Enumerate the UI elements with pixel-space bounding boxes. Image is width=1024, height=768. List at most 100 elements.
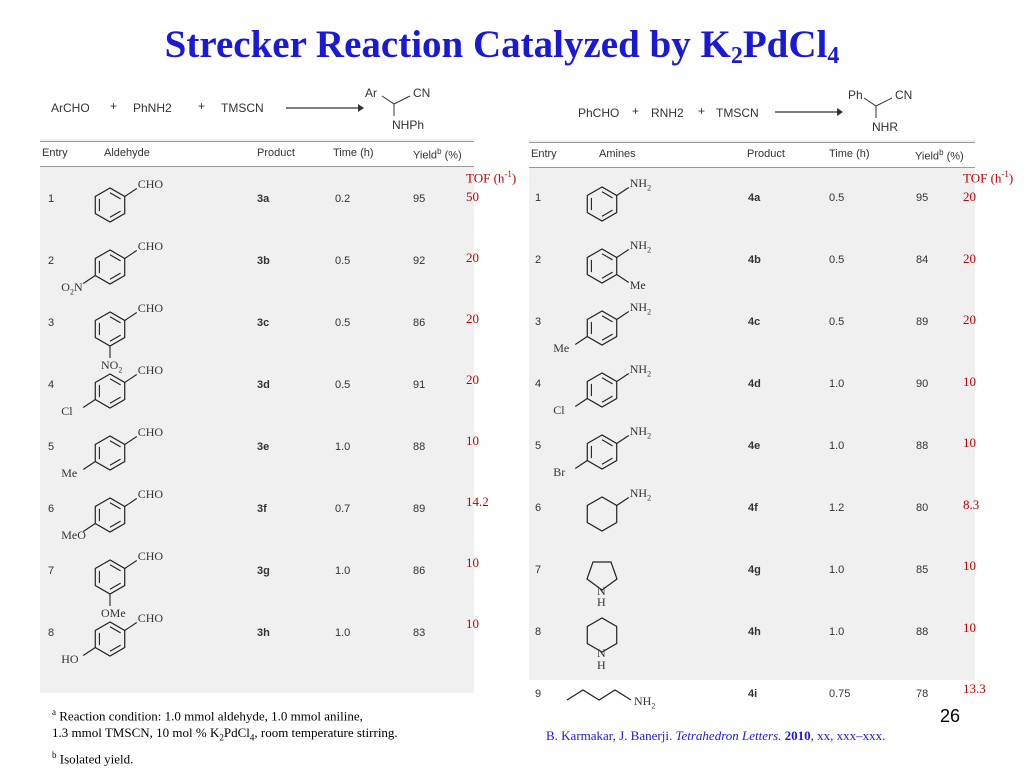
row-time: 1.2 [829, 502, 845, 514]
substituent-label: HO [61, 651, 79, 666]
double-bond [109, 254, 121, 262]
tof-header-close: ) [511, 170, 517, 186]
structure-drawing [82, 373, 138, 409]
title-sub2: 4 [827, 43, 840, 69]
structure-drawing [586, 186, 630, 222]
double-bond [109, 334, 121, 342]
structure-drawing [586, 617, 618, 653]
substituent-label: CHO [137, 300, 164, 315]
row-entry: 3 [535, 316, 542, 328]
row-product: 3a [257, 193, 270, 205]
substituent-label: CHO [137, 610, 164, 625]
structure-drawing [94, 559, 138, 606]
reactant-1: ArCHO [51, 101, 90, 115]
row-yield: 85 [916, 564, 929, 576]
bond [616, 249, 630, 258]
reactant-3: TMSCN [221, 101, 264, 115]
tof-header-sup: -1 [1001, 169, 1009, 179]
tof-value: 20 [963, 189, 976, 204]
bond [82, 523, 96, 532]
table-header: Entry Aldehyde Product Time (h) Yieldb (… [40, 141, 474, 167]
plus-sign: + [632, 104, 640, 118]
row-yield: 92 [413, 255, 426, 267]
row-time: 0.5 [335, 379, 351, 391]
row-product: 4i [748, 688, 758, 700]
right-reaction-scheme: PhCHO + RNH2 + TMSCN Ph CN NHR [0, 0, 1024, 140]
row-yield: 91 [413, 379, 426, 391]
substituent-label: Cl [61, 403, 73, 418]
double-bond [601, 439, 613, 447]
title-sub1: 2 [730, 43, 743, 69]
row-time: 0.2 [335, 193, 351, 205]
row-product: 4h [748, 626, 761, 638]
aldehyde-table: Entry Aldehyde Product Time (h) Yieldb (… [40, 139, 474, 693]
tof-value: 8.3 [963, 496, 980, 512]
ring-bond [586, 310, 618, 346]
row-product: 4g [748, 564, 761, 576]
substituent-label: CHO [137, 486, 164, 501]
reactant-2: RNH2 [651, 106, 684, 120]
substituent-label: OMe [101, 606, 126, 620]
row-entry: 6 [48, 503, 55, 515]
row-time: 1.0 [829, 378, 845, 390]
row-product: 3g [257, 565, 270, 577]
substituent-label: Me [61, 465, 78, 480]
row-entry: 9 [535, 688, 542, 700]
reaction-arrow [286, 104, 364, 112]
ring-bond [586, 561, 618, 591]
substituent-label: Me [553, 340, 570, 355]
bond [616, 497, 630, 506]
product-ar-label: Ar [365, 86, 377, 100]
tof-value: 20 [466, 372, 479, 387]
structure-drawing [586, 561, 618, 591]
bond [616, 187, 630, 196]
table-header: Entry Amines Product Time (h) Yieldb (%) [529, 142, 975, 168]
bond [616, 373, 630, 382]
row-time: 1.0 [829, 564, 845, 576]
row-product: 4f [748, 502, 758, 514]
double-bond [601, 315, 613, 323]
row-entry: 2 [48, 255, 55, 267]
row-time: 0.5 [335, 255, 351, 267]
bond [124, 374, 138, 383]
row-time: 1.0 [829, 626, 845, 638]
tof-value: 20 [963, 250, 976, 266]
structure-drawing [586, 248, 630, 284]
tof-header-right: TOF (h-1) [963, 169, 1013, 186]
product-ph-label: Ph [848, 88, 863, 102]
double-bond [109, 644, 121, 652]
footnote-a-line2-pre: 1.3 mmol TMSCN, 10 mol % K [52, 725, 220, 741]
tof-value: 20 [963, 312, 976, 327]
row-yield: 90 [916, 378, 929, 390]
row-entry: 1 [48, 193, 55, 205]
substituent-label: CHO [137, 362, 164, 377]
double-bond [109, 316, 121, 324]
double-bond [109, 192, 121, 200]
product-nh-label: NHPh [392, 118, 425, 132]
structure-drawing [574, 372, 630, 408]
header-product: Product [257, 147, 295, 159]
bond [82, 461, 96, 470]
footnote-b-text: Isolated yield. [56, 751, 134, 767]
row-product: 4e [748, 440, 761, 452]
tof-value: 20 [466, 311, 479, 326]
substituent-label: NH2 [629, 485, 652, 502]
footnote-a-line2: 1.3 mmol TMSCN, 10 mol % K2PdCl4, room t… [52, 724, 398, 747]
footnote-sub1: 2 [219, 732, 224, 743]
left-reaction-scheme: ArCHO + PhNH2 + TMSCN Ar CN NHPh [0, 0, 500, 140]
ring-bond [94, 621, 126, 657]
row-time: 1.0 [335, 441, 351, 453]
ring-bond [94, 373, 126, 409]
double-bond [109, 564, 121, 572]
bond [124, 560, 138, 569]
row-entry: 8 [48, 627, 55, 639]
row-yield: 88 [916, 626, 929, 638]
row-entry: 4 [535, 378, 542, 390]
bond [82, 647, 96, 656]
double-bond [109, 272, 121, 280]
structure-drawing [82, 249, 138, 285]
yield-unit: (%) [441, 149, 462, 162]
footnote-a: a Reaction condition: 1.0 mmol aldehyde,… [52, 704, 398, 724]
bond [124, 498, 138, 507]
tof-value: 20 [466, 250, 479, 265]
